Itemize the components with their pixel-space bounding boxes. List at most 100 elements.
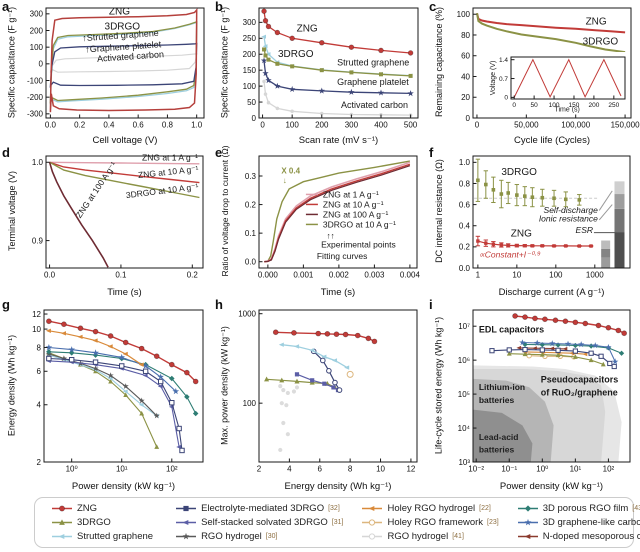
chart-h-max-power-density: 2 4 6 8 10 12 100 1000	[238, 309, 418, 474]
svg-text:6: 6	[318, 465, 323, 474]
svg-text:1.0: 1.0	[191, 121, 203, 130]
panel-letter-f: f	[429, 145, 434, 160]
svg-text:10⁵: 10⁵	[458, 390, 470, 399]
x-axis-label: Discharge current (A g⁻¹)	[498, 287, 605, 298]
svg-text:10: 10	[32, 325, 41, 334]
svg-text:Strutted graphene: Strutted graphene	[337, 58, 409, 68]
panel-d: d Terminal voltage (V) 0.0 0.1 0.2 0.9 1.0 ZN…	[0, 145, 213, 298]
svg-text:500: 500	[404, 121, 418, 130]
chart-b-scan-rate: 0 100 200 300 400 500 0 50 100 150 200 250 300 ZNG 3DR…	[243, 7, 419, 130]
svg-text:10²: 10²	[166, 465, 178, 474]
panel-letter-a: a	[2, 0, 10, 14]
svg-text:100: 100	[457, 10, 471, 19]
panel-c: c Remaining capacitance (%) 0 50,000 100,0…	[427, 0, 640, 146]
legend-ref: [31]	[331, 519, 344, 526]
svg-text:8: 8	[348, 465, 353, 474]
legend-column-1: ZNG 3DRGO Strutted graphene	[51, 503, 157, 542]
svg-text:150,000: 150,000	[611, 121, 640, 130]
legend-marker-3d-graphene-like-carbon	[517, 518, 538, 526]
svg-text:-200: -200	[27, 93, 44, 102]
svg-text:50: 50	[247, 98, 256, 107]
legend-item: RGO hydrogel [41]	[361, 531, 498, 542]
svg-text:400: 400	[374, 121, 388, 130]
x-axis-label: Energy density (Wh kg⁻¹)	[284, 481, 392, 492]
panel-e: e Ratio of voltage drop to current (Ω) 0…	[213, 145, 427, 298]
svg-text:200: 200	[30, 26, 44, 35]
svg-text:ZNG: ZNG	[586, 17, 607, 28]
svg-text:0.2: 0.2	[245, 200, 257, 209]
y-axis-label: Specific capacitance (F g⁻¹)	[6, 6, 17, 119]
chart-f-dc-internal-resistance: 1 10 100 1000 0.0 0.2 0.4 0.6 0.8 1.0 3DRGO ZNG ∝Con…	[459, 155, 631, 280]
svg-text:4: 4	[287, 465, 292, 474]
svg-text:60: 60	[461, 52, 470, 61]
panel-b: b Specific capacitance (F g⁻¹) 0 100 200 30…	[213, 0, 427, 146]
legend-marker-n-doped-mesoporous-carbon	[517, 534, 538, 539]
svg-text:0.7: 0.7	[499, 76, 508, 83]
legend-marker-self-stacked	[176, 520, 197, 525]
legend-label: Holey RGO framework	[387, 517, 484, 528]
svg-text:100: 100	[549, 102, 560, 109]
panel-a: a Specific capacitance (F g⁻¹) 0.0 0.2 0.4…	[0, 0, 213, 146]
svg-text:3DRGO: 3DRGO	[501, 167, 537, 178]
legend-item: 3D porous RGO film[43]	[517, 503, 640, 514]
svg-text:300: 300	[243, 18, 257, 27]
svg-text:150: 150	[243, 66, 257, 75]
svg-text:-100: -100	[27, 76, 44, 85]
panel-letter-d: d	[2, 145, 10, 160]
x-axis-label: Time (s)	[320, 287, 356, 298]
x-axis-label: Time (s)	[107, 287, 142, 298]
svg-text:12: 12	[32, 310, 41, 319]
legend-item: N-doped mesoporous carbon[34]	[517, 531, 640, 542]
chart-i-lifecycle-energy: 10⁻² 10⁻¹ 10⁰ 10¹ 10² 10³ 10⁴ 10⁵ 10⁶ 10⁷ EDL capa…	[458, 309, 631, 474]
svg-text:10: 10	[512, 271, 521, 280]
svg-text:8: 8	[37, 343, 42, 352]
svg-text:2: 2	[257, 465, 262, 474]
svg-text:100: 100	[30, 43, 44, 52]
x-axis-label: Scan rate (mV s⁻¹)	[298, 135, 379, 146]
svg-text:0.4: 0.4	[459, 222, 471, 231]
legend-label: 3DRGO	[77, 517, 111, 528]
svg-text:10²: 10²	[603, 465, 615, 474]
svg-text:10: 10	[376, 465, 385, 474]
svg-text:3DRGO: 3DRGO	[583, 36, 619, 47]
legend-item: Holey RGO framework [23]	[361, 517, 499, 528]
svg-text:0.8: 0.8	[459, 179, 471, 188]
legend-ref: [22]	[479, 505, 491, 512]
svg-text:200: 200	[588, 102, 599, 109]
panel-g: g Energy density (Wh kg⁻¹) 10⁰ 10¹ 10² 2 4 6 8…	[0, 297, 213, 494]
y-axis-label: Specific capacitance (F g⁻¹)	[219, 6, 230, 119]
panel-letter-h: h	[215, 297, 223, 312]
legend-item: ZNG	[51, 503, 157, 514]
svg-text:0: 0	[475, 121, 480, 130]
legend-label: Self-stacked solvated 3DRGO	[201, 517, 328, 528]
svg-text:Voltage (V): Voltage (V)	[490, 61, 497, 96]
legend-label: RGO hydrogel	[387, 531, 449, 542]
y-axis-label: Energy density (Wh kg⁻¹)	[6, 334, 17, 437]
svg-text:2: 2	[37, 458, 42, 467]
svg-text:ZNG: ZNG	[297, 23, 318, 34]
svg-text:Experimental points: Experimental points	[321, 239, 396, 249]
svg-text:100: 100	[285, 121, 299, 130]
svg-text:Time (s): Time (s)	[554, 106, 579, 113]
legend-marker-zng	[52, 505, 72, 512]
svg-text:0.2: 0.2	[459, 243, 471, 252]
svg-text:6: 6	[37, 367, 42, 376]
svg-text:1.4: 1.4	[499, 57, 508, 64]
svg-text:3DRGO: 3DRGO	[105, 22, 141, 33]
svg-text:ZNG at 10 A g⁻¹: ZNG at 10 A g⁻¹	[323, 199, 384, 209]
svg-text:0.0: 0.0	[459, 264, 471, 273]
svg-text:ESR: ESR	[576, 225, 593, 235]
legend-item: RGO hydrogel [30]	[175, 531, 343, 542]
svg-text:0.1: 0.1	[115, 271, 127, 280]
legend-item: Strutted graphene	[51, 531, 157, 542]
svg-text:10⁰: 10⁰	[536, 465, 548, 474]
chart-e-voltage-drop-ratio: 0.000 0.001 0.002 0.003 0.004 0.0 0.1 0.2 0.3 ZNG…	[245, 155, 420, 280]
svg-text:50,000: 50,000	[514, 121, 539, 130]
svg-text:0.0: 0.0	[45, 121, 57, 130]
legend-item: Holey RGO hydrogel [22]	[361, 503, 498, 514]
svg-text:0.002: 0.002	[329, 271, 350, 280]
panel-h: h Max. power density (kW kg⁻¹) 2 4 6 8 10 12 1…	[213, 297, 427, 494]
svg-text:ZNG at 1 A g⁻¹: ZNG at 1 A g⁻¹	[323, 189, 379, 199]
svg-text:0: 0	[39, 60, 44, 69]
svg-text:0: 0	[466, 114, 471, 123]
